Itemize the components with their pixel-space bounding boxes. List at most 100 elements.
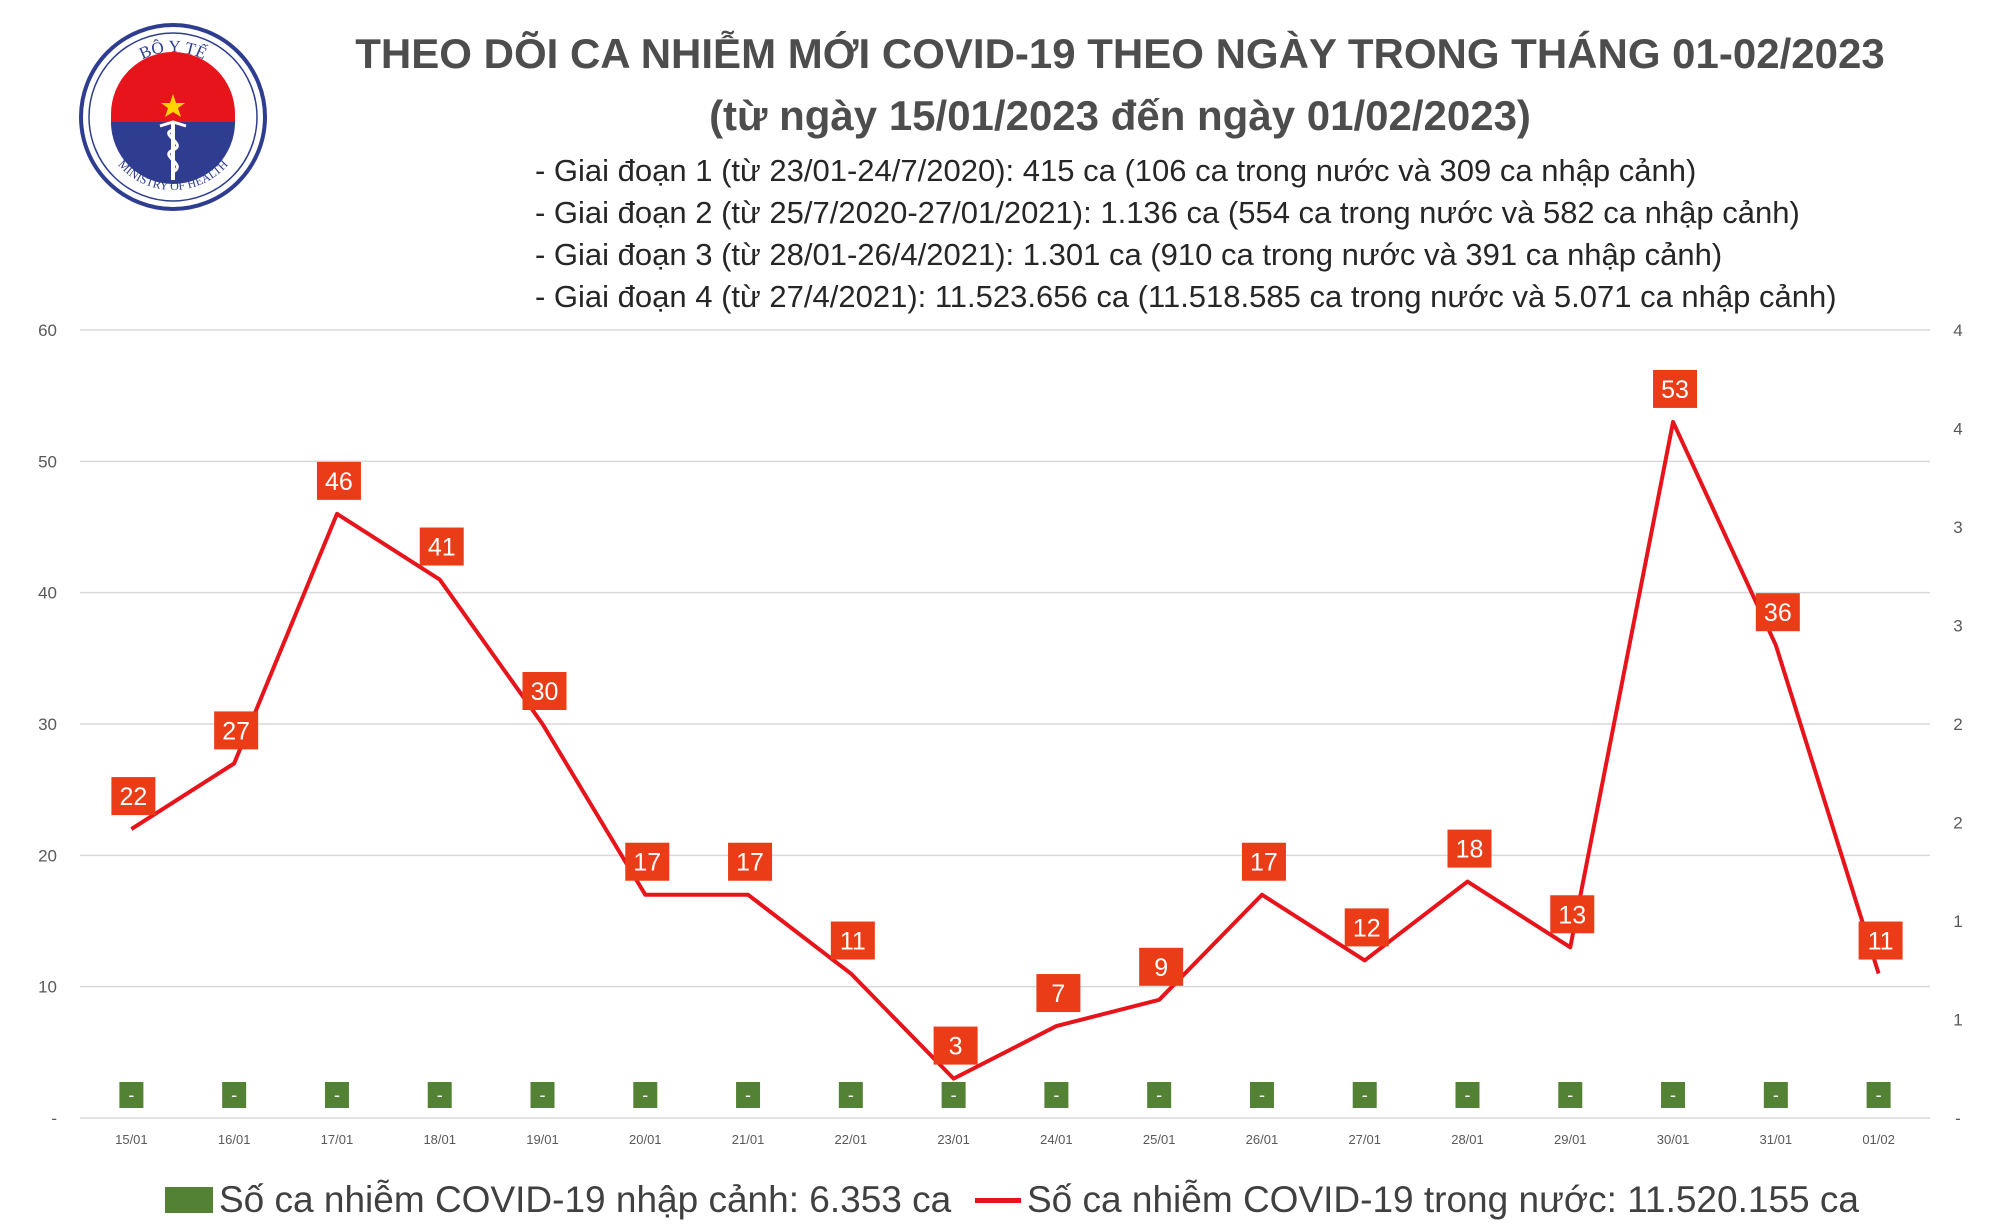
data-label: 11 [840, 928, 866, 956]
domestic-cases-line [130, 419, 1881, 1081]
right-axis-tick: 4 [1953, 420, 1962, 439]
imported-bar-marker [1866, 1082, 1891, 1108]
data-label: 11 [1868, 928, 1894, 956]
data-label-box [111, 777, 156, 816]
data-label: 18 [1456, 836, 1484, 864]
left-axis-tick: 50 [38, 452, 57, 471]
phase-1-summary: - Giai đoạn 1 (từ 23/01-24/7/2020): 415 … [535, 153, 1697, 188]
imported-data-label: - [1259, 1085, 1265, 1105]
x-tick-label: 28/01 [1451, 1132, 1484, 1147]
data-label-box [1447, 829, 1492, 868]
left-axis-tick: 30 [38, 715, 57, 734]
left-axis-tick: - [51, 1109, 57, 1128]
data-label: 36 [1764, 599, 1792, 627]
data-label: 41 [428, 534, 456, 562]
imported-data-label: - [334, 1085, 340, 1105]
data-label-box [316, 461, 361, 500]
data-label-box [728, 842, 773, 881]
imported-data-label: - [437, 1085, 443, 1105]
left-axis-tick: 10 [38, 978, 57, 997]
right-axis-tick: 2 [1953, 814, 1962, 833]
imported-bar-marker [324, 1082, 349, 1108]
legend-domestic-label: Số ca nhiễm COVID-19 trong nước: 11.520.… [1027, 1179, 1859, 1220]
data-label: 17 [736, 849, 764, 877]
right-axis-tick: 3 [1953, 518, 1962, 537]
right-axis-tick: 1 [1953, 1011, 1962, 1030]
imported-bar-marker [1147, 1082, 1172, 1108]
data-label-box [1241, 842, 1286, 881]
imported-data-label: - [1053, 1085, 1059, 1105]
data-label: 12 [1353, 914, 1381, 942]
legend-imported: Số ca nhiễm COVID-19 nhập cảnh: 6.353 ca [165, 1170, 951, 1230]
x-tick-label: 24/01 [1040, 1132, 1073, 1147]
imported-bar-marker [222, 1082, 247, 1108]
left-axis-tick: 40 [38, 584, 57, 603]
phase-3-summary: - Giai đoạn 3 (từ 28/01-26/4/2021): 1.30… [535, 237, 1723, 272]
left-axis-tick: 60 [38, 321, 57, 340]
chart-title: THEO DÕI CA NHIỄM MỚI COVID-19 THEO NGÀY… [355, 30, 1885, 77]
data-label-box [522, 672, 567, 710]
data-label: 7 [1051, 980, 1065, 1008]
imported-data-label: - [642, 1085, 648, 1105]
data-label: 9 [1154, 954, 1168, 982]
data-label: 27 [222, 717, 250, 745]
data-label-box [1139, 947, 1184, 986]
chart-subtitle: (từ ngày 15/01/2023 đến ngày 01/02/2023) [709, 92, 1531, 139]
right-axis-tick: 1 [1953, 912, 1962, 931]
data-label: 22 [119, 783, 147, 811]
x-tick-label: 26/01 [1246, 1132, 1279, 1147]
data-label-box [933, 1026, 978, 1065]
x-tick-label: 18/01 [423, 1132, 456, 1147]
phase-2-summary: - Giai đoạn 2 (từ 25/7/2020-27/01/2021):… [535, 195, 1800, 230]
imported-data-label: - [1567, 1085, 1573, 1105]
imported-data-label: - [231, 1085, 237, 1105]
imported-bar-marker [427, 1082, 452, 1108]
imported-data-label: - [1362, 1085, 1368, 1105]
x-tick-label: 20/01 [629, 1132, 662, 1147]
legend-line-swatch [975, 1197, 1021, 1203]
legend-bar-swatch [165, 1187, 213, 1213]
data-label-box [214, 711, 259, 750]
data-label: 17 [1250, 849, 1278, 877]
data-label-box [830, 921, 875, 960]
imported-data-label: - [1670, 1085, 1676, 1105]
left-axis-tick: 20 [38, 846, 57, 865]
imported-bar-marker [1352, 1082, 1377, 1108]
data-label: 3 [949, 1033, 963, 1061]
data-label: 30 [531, 678, 559, 706]
imported-bar-marker [530, 1082, 555, 1108]
x-tick-label: 19/01 [526, 1132, 559, 1147]
data-label-box [1653, 369, 1698, 408]
x-tick-label: 27/01 [1348, 1132, 1381, 1147]
data-label-box [1550, 895, 1595, 934]
right-axis-tick: 2 [1953, 715, 1962, 734]
imported-bar-marker [941, 1082, 966, 1108]
imported-data-label: - [1465, 1085, 1471, 1105]
imported-bar-marker [838, 1082, 863, 1108]
phase-summary: - Giai đoạn 1 (từ 23/01-24/7/2020): 415 … [535, 150, 1837, 318]
data-label: 17 [633, 849, 661, 877]
legend-imported-label: Số ca nhiễm COVID-19 nhập cảnh: 6.353 ca [219, 1179, 952, 1220]
imported-bar-marker [1044, 1082, 1069, 1108]
imported-bar-marker [1763, 1082, 1788, 1108]
data-label-box [625, 842, 670, 881]
x-tick-label: 31/01 [1760, 1132, 1793, 1147]
right-axis-tick: 4 [1953, 321, 1962, 340]
imported-data-label: - [1876, 1085, 1882, 1105]
imported-data-label: - [745, 1085, 751, 1105]
data-label: 46 [325, 468, 353, 496]
imported-bar-marker [1661, 1082, 1686, 1108]
x-tick-label: 16/01 [218, 1132, 251, 1147]
imported-bar-marker [633, 1082, 658, 1108]
data-label-box [1344, 908, 1389, 947]
data-label-box [1755, 593, 1800, 632]
x-tick-label: 21/01 [732, 1132, 765, 1147]
x-tick-label: 29/01 [1554, 1132, 1587, 1147]
phase-4-summary: - Giai đoạn 4 (từ 27/4/2021): 11.523.656… [535, 279, 1837, 314]
data-label-box [419, 527, 464, 566]
right-axis-tick: - [1955, 1109, 1961, 1128]
x-tick-label: 30/01 [1657, 1132, 1690, 1147]
imported-data-label: - [951, 1085, 957, 1105]
imported-data-label: - [848, 1085, 854, 1105]
